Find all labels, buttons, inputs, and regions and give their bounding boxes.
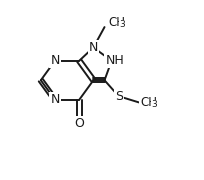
Text: S: S <box>114 90 122 103</box>
Text: N: N <box>50 93 59 106</box>
Text: N: N <box>50 54 59 67</box>
Text: NH: NH <box>105 54 123 67</box>
Text: CH: CH <box>108 16 125 29</box>
Text: O: O <box>74 117 84 130</box>
Text: 3: 3 <box>119 20 125 29</box>
Text: N: N <box>88 41 98 54</box>
Text: 3: 3 <box>150 100 156 109</box>
Text: CH: CH <box>139 96 156 109</box>
